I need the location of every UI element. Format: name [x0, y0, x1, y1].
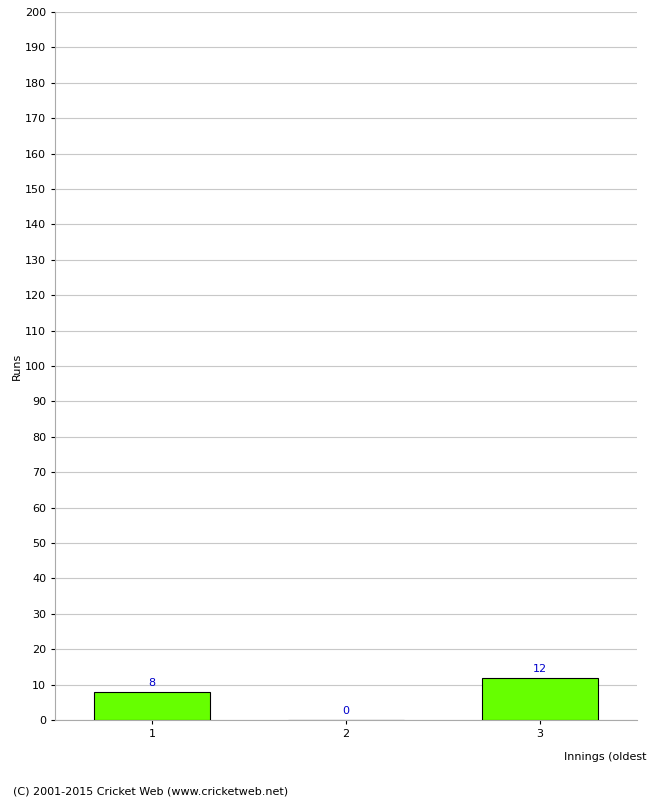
Text: 12: 12 — [533, 664, 547, 674]
Text: 0: 0 — [343, 706, 350, 717]
Text: (C) 2001-2015 Cricket Web (www.cricketweb.net): (C) 2001-2015 Cricket Web (www.cricketwe… — [13, 786, 288, 796]
Y-axis label: Runs: Runs — [12, 352, 22, 380]
Bar — [482, 678, 598, 720]
X-axis label: Innings (oldest to newest): Innings (oldest to newest) — [564, 752, 650, 762]
Text: 8: 8 — [149, 678, 156, 688]
Bar — [94, 692, 211, 720]
